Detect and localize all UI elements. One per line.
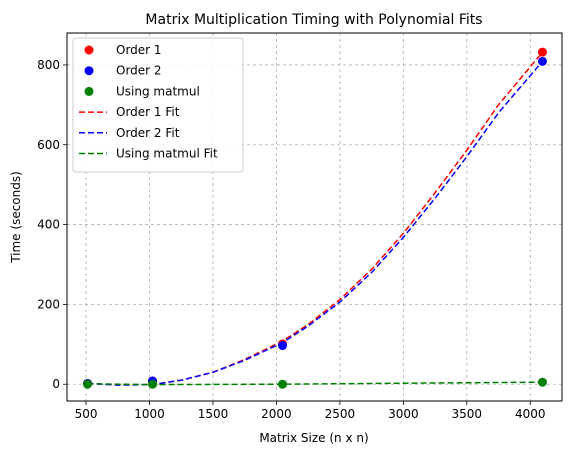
x-tick-label: 4000 (515, 407, 546, 421)
y-tick-label: 200 (37, 297, 60, 311)
x-tick-label: 1500 (198, 407, 229, 421)
y-axis-label: Time (seconds) (9, 171, 23, 264)
data-marks (83, 47, 547, 389)
plot-frame (66, 32, 563, 402)
legend-label: Using matmul (116, 84, 200, 98)
legend-marker (84, 86, 94, 96)
x-axis-label: Matrix Size (n x n) (259, 431, 368, 445)
legend: Order 1 Order 2 Using matmul Order 1 Fit Ord… (72, 37, 244, 173)
legend-label: Order 1 Fit (116, 105, 180, 119)
legend-label: Using matmul Fit (116, 147, 218, 161)
x-tick-label: 1000 (134, 407, 165, 421)
scatter-point (148, 379, 158, 389)
y-tick-label: 400 (37, 218, 60, 232)
legend-box (72, 37, 244, 173)
y-tick-label: 600 (37, 138, 60, 152)
legend-marker (84, 66, 94, 76)
chart-title: Matrix Multiplication Timing with Polyno… (145, 12, 482, 28)
x-tick-label: 500 (75, 407, 98, 421)
scatter-point (278, 379, 288, 389)
y-tick-label: 800 (37, 58, 60, 72)
legend-label: Order 2 Fit (116, 126, 180, 140)
legend-marker (84, 45, 94, 55)
x-tick-label: 3500 (452, 407, 483, 421)
scatter-point (537, 377, 547, 387)
legend-label: Order 2 (116, 64, 162, 78)
legend-label: Order 1 (116, 43, 162, 57)
y-tick-label: 0 (52, 377, 60, 391)
fit-line (87, 60, 544, 386)
scatter-point (278, 341, 288, 351)
axis-ticks: 500 1000 1500 2000 2500 3000 3500 4000 0 200 400 60… (37, 58, 545, 421)
scatter-point (83, 379, 93, 389)
scatter-point (537, 47, 547, 57)
x-tick-label: 2500 (325, 407, 356, 421)
scatter-point (537, 56, 547, 66)
x-tick-label: 3000 (388, 407, 419, 421)
x-tick-label: 2000 (261, 407, 292, 421)
